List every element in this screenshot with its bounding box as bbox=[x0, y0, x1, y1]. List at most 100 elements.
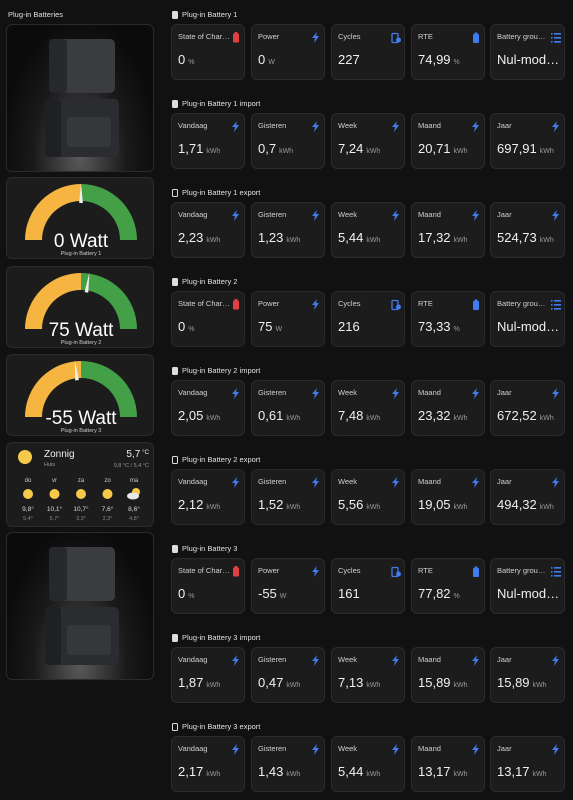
gauge-needle bbox=[74, 360, 79, 381]
bolt-icon bbox=[552, 477, 559, 488]
entity-value-row: 2,05 kWh bbox=[178, 408, 220, 423]
entity-card[interactable]: Week 7,13 kWh bbox=[331, 647, 405, 703]
entity-card[interactable]: Gisteren 0,7 kWh bbox=[251, 113, 325, 169]
bolt-icon bbox=[312, 210, 319, 221]
temp-value: 5,7 bbox=[126, 449, 140, 460]
entity-card[interactable]: Maand 15,89 kWh bbox=[411, 647, 485, 703]
entity-card[interactable]: Maand 19,05 kWh bbox=[411, 469, 485, 525]
entity-icon bbox=[232, 477, 239, 488]
entity-card[interactable]: Vandaag 2,05 kWh bbox=[171, 380, 245, 436]
entity-card[interactable]: RTE 74,99% bbox=[411, 24, 485, 80]
bolt-icon bbox=[472, 121, 479, 132]
entity-unit: kWh bbox=[206, 771, 221, 778]
entity-card[interactable]: Gisteren 0,61 kWh bbox=[251, 380, 325, 436]
entity-value-row: 0% bbox=[178, 586, 194, 601]
bolt-icon bbox=[312, 299, 319, 310]
entity-card[interactable]: Power 0 W bbox=[251, 24, 325, 80]
entity-card[interactable]: State of Char… 0% bbox=[171, 558, 245, 614]
entity-value: 13,17 bbox=[418, 764, 451, 779]
entity-card[interactable]: Power 75 W bbox=[251, 291, 325, 347]
forecast-low: 5,4° bbox=[23, 516, 33, 522]
entity-value-row: 13,17 kWh bbox=[497, 764, 547, 779]
entity-card[interactable]: Week 5,44 kWh bbox=[331, 202, 405, 258]
entity-card[interactable]: Week 7,24 kWh bbox=[331, 113, 405, 169]
entity-unit: kWh bbox=[286, 771, 301, 778]
entity-card[interactable]: Jaar 13,17 kWh bbox=[490, 736, 565, 792]
list-line bbox=[554, 37, 561, 39]
entity-icon bbox=[312, 210, 319, 221]
entity-value: 697,91 bbox=[497, 141, 537, 156]
entity-card[interactable]: Maand 20,71 kWh bbox=[411, 113, 485, 169]
bolt-icon bbox=[392, 121, 399, 132]
entity-icon bbox=[233, 299, 239, 310]
entity-card[interactable]: Jaar 494,32 kWh bbox=[490, 469, 565, 525]
entity-card[interactable]: Power -55 W bbox=[251, 558, 325, 614]
entity-value: 7,24 bbox=[338, 141, 364, 156]
entity-icon bbox=[552, 655, 559, 666]
entity-card[interactable]: Gisteren 0,47 kWh bbox=[251, 647, 325, 703]
entity-card[interactable]: Gisteren 1,43 kWh bbox=[251, 736, 325, 792]
entity-card[interactable]: Maand 23,32 kWh bbox=[411, 380, 485, 436]
battery-icon bbox=[233, 300, 239, 310]
entity-card[interactable]: Jaar 524,73 kWh bbox=[490, 202, 565, 258]
entity-card[interactable]: Cycles 227 bbox=[331, 24, 405, 80]
gauge-name: Plug-in Battery 1 bbox=[61, 251, 102, 257]
gauge-card[interactable]: 75 Watt Plug-in Battery 2 bbox=[6, 265, 154, 348]
entity-icon bbox=[551, 33, 561, 43]
entity-card[interactable]: Cycles 216 bbox=[331, 291, 405, 347]
entity-card[interactable]: RTE 77,82% bbox=[411, 558, 485, 614]
gauge-card[interactable]: -55 Watt Plug-in Battery 3 bbox=[6, 354, 154, 436]
list-dot bbox=[551, 575, 553, 577]
entity-card[interactable]: Cycles 161 bbox=[331, 558, 405, 614]
entity-card[interactable]: Jaar 15,89 kWh bbox=[490, 647, 565, 703]
entity-value: 0 bbox=[178, 319, 186, 334]
entity-card[interactable]: Battery grou… Nul-mod… bbox=[490, 291, 565, 347]
entity-label: Jaar bbox=[497, 655, 512, 664]
entity-icon bbox=[551, 567, 561, 577]
entity-value: 23,32 bbox=[418, 408, 451, 423]
entity-card[interactable]: Maand 13,17 kWh bbox=[411, 736, 485, 792]
bolt-icon bbox=[552, 744, 559, 755]
entity-value: 74,99 bbox=[418, 52, 451, 67]
entity-unit: kWh bbox=[539, 237, 554, 244]
weather-range: 9,8 °C / 5,4 °C bbox=[114, 463, 149, 469]
entity-card[interactable]: Vandaag 2,12 kWh bbox=[171, 469, 245, 525]
gauge-number: 0 bbox=[54, 231, 65, 252]
entity-card[interactable]: Jaar 672,52 kWh bbox=[490, 380, 565, 436]
entity-card[interactable]: Battery grou… Nul-mod… bbox=[490, 24, 565, 80]
gauge-card[interactable]: 0 Watt Plug-in Battery 1 bbox=[6, 177, 154, 259]
weather-card[interactable]: Zonnig Huis 5,7 °C 9,8 °C / 5,4 °C do 9,8° 5,4°… bbox=[6, 442, 154, 527]
entity-value-row: 0,7 kWh bbox=[258, 141, 293, 156]
entity-card[interactable]: Vandaag 1,87 kWh bbox=[171, 647, 245, 703]
entity-value-row: 0% bbox=[178, 52, 194, 67]
entity-card[interactable]: Vandaag 2,17 kWh bbox=[171, 736, 245, 792]
entity-card[interactable]: Battery grou… Nul-mod… bbox=[490, 558, 565, 614]
entity-card[interactable]: Maand 17,32 kWh bbox=[411, 202, 485, 258]
weather-temp: 5,7 °C bbox=[126, 449, 149, 460]
entity-value-row: 1,52 kWh bbox=[258, 497, 300, 512]
entity-card[interactable]: State of Char… 0% bbox=[171, 291, 245, 347]
entity-card[interactable]: Vandaag 1,71 kWh bbox=[171, 113, 245, 169]
battery-icon bbox=[172, 278, 178, 286]
entity-card[interactable]: Week 7,48 kWh bbox=[331, 380, 405, 436]
entity-card[interactable]: Vandaag 2,23 kWh bbox=[171, 202, 245, 258]
entity-card[interactable]: State of Char… 0% bbox=[171, 24, 245, 80]
entity-label: Vandaag bbox=[178, 388, 208, 397]
battery-panel bbox=[67, 117, 111, 147]
entity-card[interactable]: Jaar 697,91 kWh bbox=[490, 113, 565, 169]
entity-card[interactable]: Week 5,44 kWh bbox=[331, 736, 405, 792]
entity-unit: % bbox=[188, 59, 195, 66]
battery-cap bbox=[234, 299, 238, 301]
entity-label: Jaar bbox=[497, 744, 512, 753]
entity-card[interactable]: Week 5,56 kWh bbox=[331, 469, 405, 525]
entity-card[interactable]: Gisteren 1,52 kWh bbox=[251, 469, 325, 525]
entity-card[interactable]: Gisteren 1,23 kWh bbox=[251, 202, 325, 258]
list-line bbox=[554, 567, 561, 569]
forecast-sun bbox=[102, 489, 113, 499]
battery-cap bbox=[234, 32, 238, 34]
entity-card[interactable]: RTE 73,33% bbox=[411, 291, 485, 347]
entity-value: 15,89 bbox=[497, 675, 530, 690]
entity-value-row: 1,23 kWh bbox=[258, 230, 300, 245]
